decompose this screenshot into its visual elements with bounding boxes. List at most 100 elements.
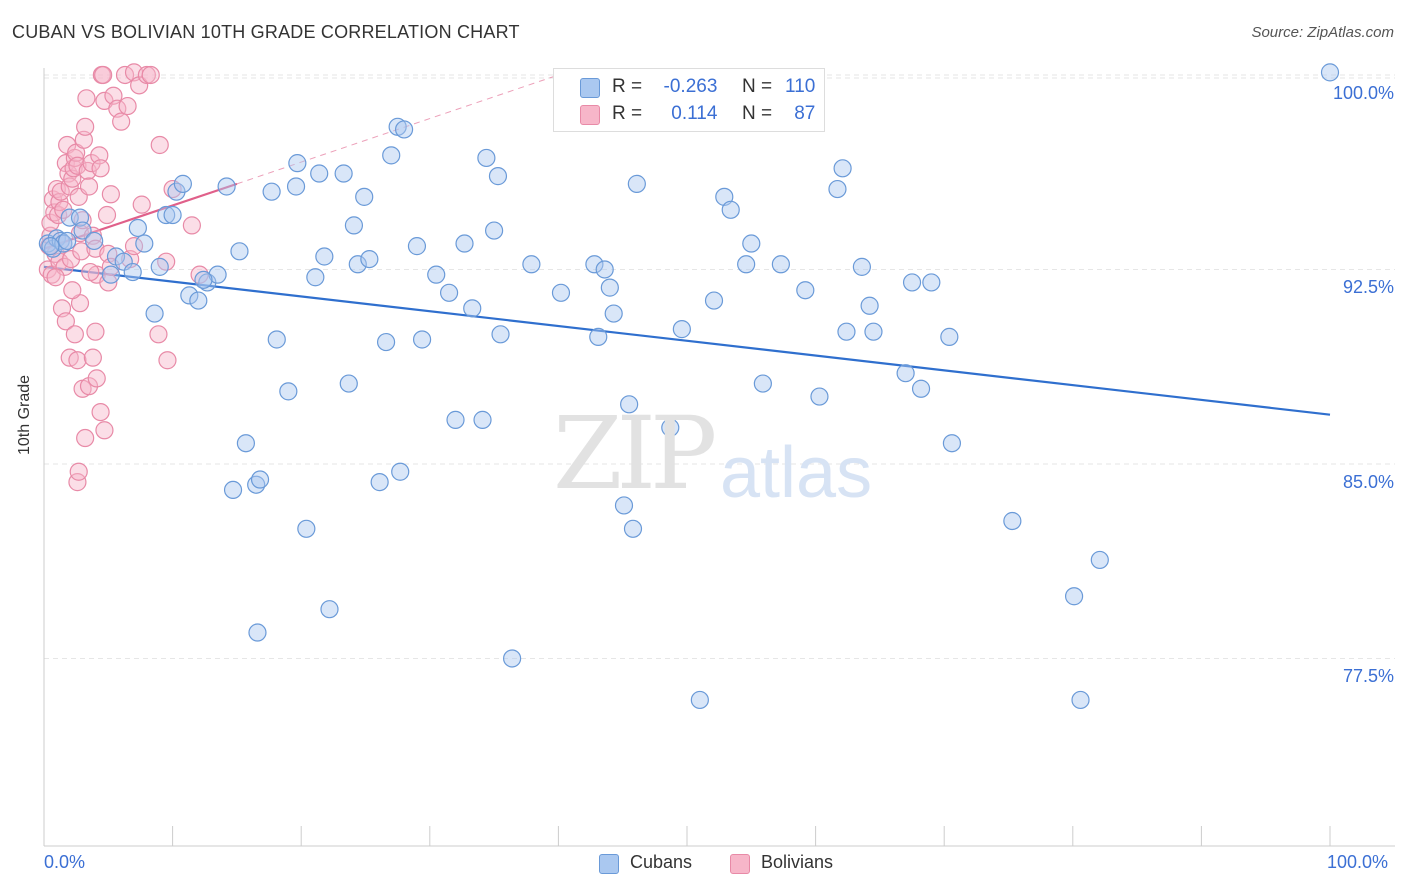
cuban-point bbox=[455, 234, 474, 253]
bolivian-point bbox=[49, 205, 68, 225]
cuban-point bbox=[1090, 550, 1109, 570]
bolivian-point bbox=[97, 205, 117, 225]
cuban-point bbox=[672, 320, 691, 339]
cuban-point bbox=[503, 649, 522, 668]
cubans-label: Cubans bbox=[630, 852, 693, 872]
y-tick-label: 92.5% bbox=[1342, 277, 1394, 298]
chart-title: CUBAN VS BOLIVIAN 10TH GRADE CORRELATION… bbox=[12, 22, 520, 42]
bolivian-point bbox=[94, 65, 113, 85]
cuban-point bbox=[922, 273, 941, 292]
cuban-point bbox=[833, 159, 852, 178]
cuban-point bbox=[911, 379, 931, 398]
axes bbox=[43, 68, 1395, 847]
cuban-point bbox=[180, 286, 199, 305]
bolivian-point bbox=[137, 65, 156, 85]
cuban-point bbox=[320, 600, 339, 619]
cuban-point bbox=[58, 231, 77, 251]
bolivian-point bbox=[69, 462, 88, 481]
bolivian-point bbox=[132, 195, 151, 214]
legend-row-cubans: R = -0.263 N = 110 bbox=[554, 74, 824, 100]
cuban-point bbox=[1003, 511, 1022, 531]
bolivian-point bbox=[65, 325, 84, 344]
bolivian-point bbox=[158, 351, 177, 370]
cuban-point bbox=[837, 322, 856, 341]
trend-lines bbox=[43, 74, 1331, 416]
cuban-point bbox=[704, 291, 724, 310]
cuban-point bbox=[551, 283, 571, 302]
bolivian-point bbox=[101, 185, 120, 204]
bolivian-point bbox=[68, 156, 87, 175]
bolivian-point bbox=[83, 348, 102, 367]
bolivian-point bbox=[76, 428, 95, 448]
cuban-point bbox=[412, 330, 432, 349]
bolivians-swatch bbox=[730, 854, 750, 874]
cuban-point bbox=[828, 179, 847, 199]
x-tick-label-min: 0.0% bbox=[44, 852, 86, 872]
cuban-point bbox=[477, 148, 496, 168]
cuban-point bbox=[85, 231, 104, 251]
cuban-point bbox=[810, 387, 829, 406]
cuban-point bbox=[1320, 63, 1340, 82]
cuban-point bbox=[446, 410, 465, 429]
bolivian-point bbox=[112, 112, 131, 131]
bolivian-point bbox=[76, 117, 95, 136]
stats-legend: R = -0.263 N = 110 R = 0.114 N = 87 bbox=[553, 68, 825, 132]
cuban-point bbox=[150, 257, 169, 276]
cuban-point bbox=[600, 278, 619, 297]
cuban-point bbox=[940, 327, 959, 346]
cuban-point bbox=[360, 249, 379, 269]
cuban-point bbox=[348, 255, 367, 274]
cuban-point bbox=[394, 120, 414, 139]
cuban-point bbox=[852, 257, 871, 276]
y-tick-label: 77.5% bbox=[1342, 666, 1394, 687]
data-points bbox=[38, 63, 1340, 710]
cuban-point bbox=[230, 242, 249, 261]
cuban-point bbox=[355, 187, 374, 206]
cuban-point bbox=[288, 154, 307, 173]
cuban-point bbox=[473, 410, 492, 429]
cuban-point bbox=[796, 281, 815, 300]
cuban-point bbox=[589, 327, 608, 346]
n-label: N = bbox=[741, 76, 773, 97]
bolivian-point bbox=[56, 312, 75, 331]
bolivian-point bbox=[68, 351, 87, 370]
cuban-point bbox=[491, 325, 510, 344]
cuban-point bbox=[1064, 587, 1084, 606]
bolivian-point bbox=[149, 325, 168, 344]
cuban-point bbox=[208, 265, 227, 284]
cuban-point bbox=[173, 174, 192, 193]
cuban-point bbox=[344, 216, 364, 235]
cuban-point bbox=[128, 218, 147, 238]
cuban-point bbox=[1071, 690, 1090, 710]
n-value: 87 bbox=[794, 103, 816, 124]
cuban-point bbox=[623, 519, 643, 538]
cuban-point bbox=[753, 374, 772, 393]
bolivian-point bbox=[150, 135, 169, 155]
cuban-point bbox=[485, 221, 504, 240]
bolivian-point bbox=[81, 262, 100, 282]
bolivian-point bbox=[182, 216, 201, 235]
bolivians-trend-line bbox=[43, 182, 238, 250]
cuban-point bbox=[942, 434, 962, 453]
cuban-point bbox=[51, 231, 70, 251]
y-tick-label: 100.0% bbox=[1332, 82, 1394, 103]
bolivian-point bbox=[74, 130, 93, 149]
bolivian-point bbox=[82, 154, 101, 173]
bolivian-point bbox=[124, 237, 144, 256]
n-label: N = bbox=[741, 103, 773, 124]
cuban-point bbox=[627, 174, 646, 193]
cuban-point bbox=[310, 164, 329, 183]
bolivian-point bbox=[118, 96, 137, 116]
bolivian-point bbox=[41, 213, 60, 232]
cuban-point bbox=[604, 304, 623, 323]
cuban-point bbox=[742, 234, 761, 253]
cuban-point bbox=[463, 299, 482, 318]
cuban-point bbox=[902, 273, 922, 292]
cuban-point bbox=[376, 332, 396, 352]
y-tick-label: 85.0% bbox=[1342, 471, 1394, 492]
cubans-swatch bbox=[580, 78, 600, 98]
r-value: -0.263 bbox=[663, 76, 718, 97]
cuban-point bbox=[737, 255, 756, 274]
cuban-point bbox=[43, 239, 63, 258]
